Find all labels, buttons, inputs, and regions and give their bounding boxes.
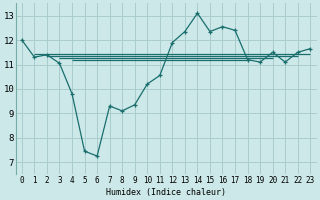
X-axis label: Humidex (Indice chaleur): Humidex (Indice chaleur) [106,188,226,197]
